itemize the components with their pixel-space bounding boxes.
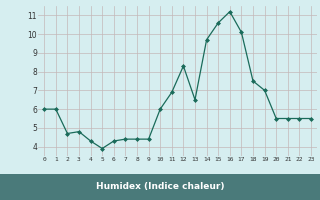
Text: Humidex (Indice chaleur): Humidex (Indice chaleur) (96, 182, 224, 192)
